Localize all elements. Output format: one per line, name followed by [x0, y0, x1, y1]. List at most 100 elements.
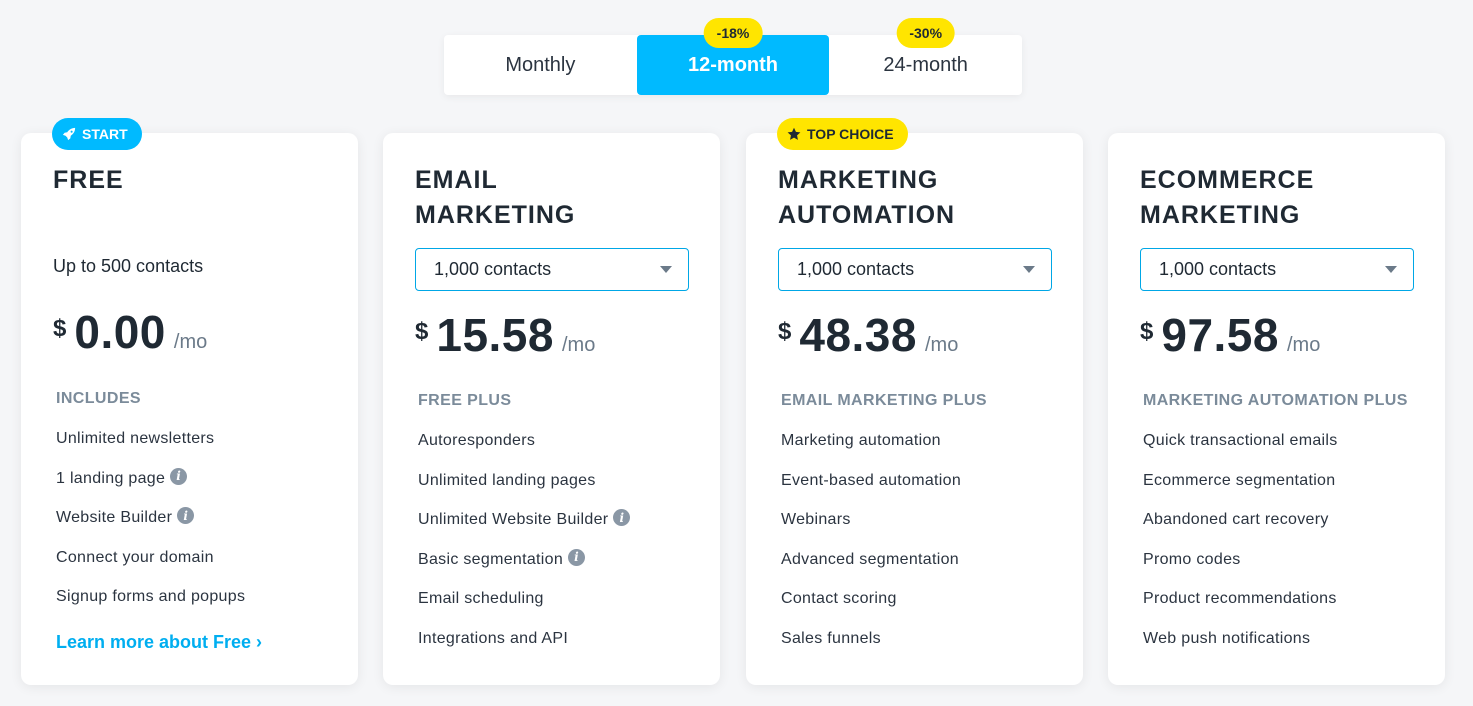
feature-label: Signup forms and popups: [56, 588, 246, 605]
plan-title: EMAIL MARKETING: [415, 166, 576, 229]
feature-list: Marketing automation Event-based automat…: [781, 432, 961, 669]
price-amount: 15.58: [436, 309, 554, 361]
feature-item: Unlimited newsletters: [56, 430, 245, 470]
price-period: /mo: [561, 334, 596, 356]
contacts-select[interactable]: 1,000 contacts: [778, 248, 1052, 291]
features-section-label: FREE PLUS: [418, 392, 512, 409]
feature-item: Autoresponders: [418, 432, 630, 472]
info-icon[interactable]: i: [177, 507, 195, 524]
feature-label: Email scheduling: [418, 590, 544, 607]
plan-tag-label: TOP CHOICE: [807, 126, 894, 142]
plan-tag-label: START: [82, 126, 128, 142]
billing-period-toggle: Monthly -18% 12-month -30% 24-month: [444, 18, 1022, 95]
feature-label: Unlimited landing pages: [418, 471, 596, 489]
plan-tag-top-choice: TOP CHOICE: [777, 118, 908, 150]
currency-symbol: $: [778, 318, 792, 345]
contacts-select[interactable]: 1,000 contacts: [1140, 248, 1414, 291]
feature-label: Integrations and API: [418, 629, 569, 647]
plan-card-ecommerce-marketing: ECOMMERCE MARKETING 1,000 contacts $ 97.…: [1108, 133, 1445, 685]
feature-label: Advanced segmentation: [781, 550, 959, 568]
billing-option-label: Monthly: [505, 53, 576, 76]
feature-item: Event-based automation: [781, 472, 961, 512]
feature-item: Promo codes: [1143, 551, 1338, 591]
feature-item: Web push notifications: [1143, 630, 1338, 670]
feature-label: Autoresponders: [418, 432, 536, 449]
currency-symbol: $: [415, 318, 429, 345]
billing-option-24-month[interactable]: -30% 24-month: [829, 18, 1022, 95]
currency-symbol: $: [1140, 318, 1154, 345]
chevron-down-icon: [660, 266, 672, 273]
feature-label: Abandoned cart recovery: [1143, 511, 1329, 528]
price-amount: 97.58: [1161, 309, 1279, 361]
feature-item: Webinars: [781, 511, 961, 551]
billing-option-label: 24-month: [883, 53, 968, 76]
feature-label: Product recommendations: [1143, 590, 1337, 607]
contacts-select[interactable]: 1,000 contacts: [415, 248, 689, 291]
features-section-label: EMAIL MARKETING PLUS: [781, 392, 987, 409]
feature-item: Unlimited landing pages: [418, 472, 630, 512]
feature-item: Website Builder i: [56, 507, 245, 549]
feature-item: Sales funnels: [781, 630, 961, 670]
plan-price: $ 97.58 /mo: [1140, 308, 1320, 362]
info-icon[interactable]: i: [170, 467, 188, 485]
feature-item: Signup forms and popups: [56, 588, 245, 628]
feature-item: Contact scoring: [781, 590, 961, 630]
rocket-icon: [62, 127, 76, 141]
feature-label: 1 landing page: [56, 469, 166, 487]
feature-item: Advanced segmentation: [781, 551, 961, 591]
contacts-select-value: 1,000 contacts: [797, 259, 915, 279]
plan-card-free: START FREE Up to 500 contacts $ 0.00 /mo…: [21, 118, 358, 685]
contacts-limit: Up to 500 contacts: [53, 256, 204, 276]
plan-title: ECOMMERCE MARKETING: [1140, 166, 1315, 229]
plan-card-email-marketing: EMAIL MARKETING 1,000 contacts $ 15.58 /…: [383, 133, 720, 685]
feature-label: Promo codes: [1143, 550, 1241, 568]
feature-label: Sales funnels: [781, 629, 881, 647]
feature-label: Unlimited newsletters: [56, 430, 215, 447]
feature-item: Basic segmentation i: [418, 548, 630, 591]
feature-label: Ecommerce segmentation: [1143, 471, 1336, 489]
feature-label: Basic segmentation: [418, 550, 564, 568]
price-period: /mo: [1286, 334, 1321, 356]
price-amount: 0.00: [74, 306, 166, 358]
info-icon[interactable]: i: [613, 509, 631, 526]
feature-item: Ecommerce segmentation: [1143, 472, 1338, 512]
plan-title: MARKETING AUTOMATION: [778, 166, 956, 229]
contacts-select-value: 1,000 contacts: [1159, 259, 1277, 279]
discount-badge: -18%: [703, 18, 763, 48]
feature-item: Product recommendations: [1143, 590, 1338, 630]
plan-card-marketing-automation: TOP CHOICE MARKETING AUTOMATION 1,000 co…: [746, 118, 1083, 685]
price-period: /mo: [924, 334, 959, 356]
feature-item: Unlimited Website Builder i: [418, 509, 631, 551]
plan-tag-start: START: [52, 118, 142, 150]
feature-label: Event-based automation: [781, 471, 962, 489]
feature-list: Autoresponders Unlimited landing pages U…: [418, 432, 631, 670]
price-period: /mo: [173, 331, 208, 353]
feature-label: Contact scoring: [781, 590, 897, 607]
features-section-label: INCLUDES: [56, 390, 141, 407]
info-icon[interactable]: i: [568, 548, 586, 566]
star-icon: [787, 127, 801, 141]
discount-badge: -30%: [896, 18, 956, 48]
feature-item: Abandoned cart recovery: [1143, 511, 1338, 551]
feature-item: Integrations and API: [418, 630, 630, 670]
feature-label: Webinars: [781, 511, 851, 528]
chevron-down-icon: [1023, 266, 1035, 273]
feature-list: Quick transactional emails Ecommerce seg…: [1143, 432, 1338, 669]
feature-label: Marketing automation: [781, 432, 941, 449]
billing-option-12-month[interactable]: -18% 12-month: [636, 18, 830, 95]
plan-price: $ 15.58 /mo: [415, 308, 595, 362]
feature-item: Quick transactional emails: [1143, 432, 1338, 472]
feature-item: Email scheduling: [418, 590, 630, 630]
plan-title: FREE: [53, 166, 124, 194]
contacts-select-value: 1,000 contacts: [434, 259, 552, 279]
feature-item: Connect your domain: [56, 549, 245, 589]
feature-list: Unlimited newsletters 1 landing page i We…: [56, 430, 245, 628]
billing-option-monthly[interactable]: Monthly: [444, 35, 637, 95]
features-section-label: MARKETING AUTOMATION PLUS: [1143, 392, 1408, 409]
currency-symbol: $: [53, 315, 67, 342]
feature-label: Quick transactional emails: [1143, 432, 1338, 449]
feature-label: Connect your domain: [56, 548, 214, 566]
chevron-down-icon: [1385, 266, 1397, 273]
feature-label: Web push notifications: [1143, 629, 1311, 647]
learn-more-link[interactable]: Learn more about Free ›: [56, 632, 263, 652]
